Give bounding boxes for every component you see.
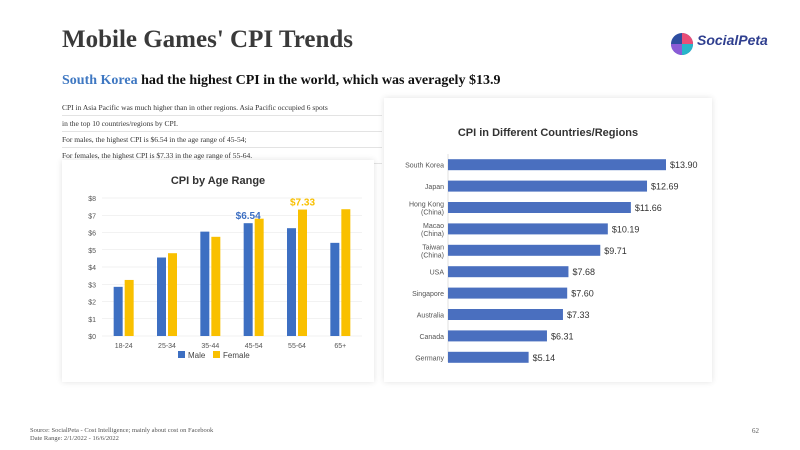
value-label: $7.68: [572, 267, 595, 277]
bar-female: [168, 253, 177, 336]
x-tick-label: 55-64: [288, 343, 306, 350]
country-bar: [448, 266, 569, 278]
note-line: For males, the highest CPI is $6.54 in t…: [62, 132, 382, 148]
legend-label-female: Female: [223, 351, 250, 360]
value-label: $5.14: [533, 353, 556, 363]
country-bar: [448, 287, 568, 299]
y-tick-label: $2: [88, 300, 96, 307]
category-label-sub: (China): [421, 210, 444, 217]
country-cpi-chart: CPI in Different Countries/Regions $13.90…: [405, 127, 698, 363]
value-label: $9.71: [604, 246, 627, 256]
y-tick-label: $1: [88, 317, 96, 324]
legend-swatch-female: [213, 351, 220, 358]
country-bar: [448, 351, 529, 363]
headline-text: had the highest CPI in the world, which …: [137, 73, 501, 88]
value-label: $10.19: [612, 224, 640, 234]
category-label: Japan: [425, 184, 444, 191]
category-label: Canada: [419, 334, 444, 341]
bar-female: [298, 209, 307, 336]
x-tick-label: 18-24: [115, 343, 133, 350]
y-tick-label: $6: [88, 231, 96, 238]
country-bar: [448, 309, 563, 320]
country-bar: [448, 159, 666, 171]
category-label: Hong Kong: [409, 202, 444, 209]
bar-male: [157, 257, 166, 336]
chart-title: CPI in Different Countries/Regions: [458, 127, 638, 139]
bar-male: [113, 286, 123, 336]
y-tick-label: $4: [88, 265, 96, 272]
socialpeta-logo: [671, 33, 693, 55]
bar-female: [211, 236, 221, 336]
x-tick-label: 65+: [334, 343, 346, 350]
footer-date-range: Date Range: 2/1/2022 - 16/6/2022: [30, 435, 119, 442]
note-line: in the top 10 countries/regions by CPI.: [62, 116, 382, 132]
value-label: $11.66: [635, 203, 662, 213]
category-label: South Korea: [405, 163, 444, 170]
footer-source: Source: SocialPeta - Cost Intelligence; …: [30, 427, 214, 434]
category-label-sub: (China): [421, 252, 444, 259]
country-bar: [448, 330, 547, 342]
bar-female: [341, 209, 351, 336]
country-bar: [448, 180, 648, 192]
bar-male: [200, 231, 210, 336]
category-label: Macao: [423, 223, 444, 230]
category-label: USA: [430, 270, 445, 277]
country-bar: [448, 244, 601, 256]
category-label: Taiwan: [422, 244, 444, 251]
category-label: Singapore: [412, 291, 444, 298]
value-label: $13.90: [670, 160, 698, 170]
bar-female: [254, 218, 264, 336]
legend-swatch-male: [178, 351, 185, 358]
category-label-sub: (China): [421, 231, 444, 238]
age-range-chart: CPI by Age Range $0 $1 $2 $3 $4 $5 $6 $7 $8 18-24 2…: [88, 175, 362, 360]
category-label: Germany: [415, 355, 444, 362]
x-tick-label: 35-44: [201, 343, 219, 350]
x-tick-label: 45-54: [245, 343, 263, 350]
data-label: $6.54: [236, 211, 261, 222]
country-bar: [448, 202, 631, 213]
value-label: $6.31: [551, 331, 574, 341]
category-label: Australia: [417, 313, 444, 320]
logo-text: SocialPeta: [697, 32, 768, 48]
y-tick-label: $0: [88, 334, 96, 341]
y-tick-label: $5: [88, 248, 96, 255]
y-tick-label: $8: [88, 196, 96, 203]
chart-title: CPI by Age Range: [171, 175, 265, 187]
data-label: $7.33: [290, 198, 315, 209]
country-chart-panel: CPI in Different Countries/Regions $13.90…: [384, 98, 712, 382]
value-label: $7.33: [567, 310, 590, 320]
bar-female: [124, 279, 134, 336]
page-title: Mobile Games' CPI Trends: [62, 26, 353, 53]
note-line: CPI in Asia Pacific was much higher than…: [62, 100, 382, 116]
x-tick-label: 25-34: [158, 343, 176, 350]
age-chart-panel: CPI by Age Range $0 $1 $2 $3 $4 $5 $6 $7 $8 18-24 2…: [62, 160, 374, 382]
y-tick-label: $7: [88, 213, 96, 220]
y-tick-label: $3: [88, 282, 96, 289]
value-label: $12.69: [651, 182, 679, 192]
legend-label-male: Male: [188, 351, 206, 360]
headline-highlight: South Korea: [62, 73, 138, 88]
bar-male: [243, 223, 253, 336]
bar-male: [287, 228, 296, 336]
page-number: 62: [752, 427, 759, 435]
value-label: $7.60: [571, 289, 594, 299]
bar-male: [330, 242, 340, 336]
country-bar: [448, 223, 608, 235]
notes: CPI in Asia Pacific was much higher than…: [62, 100, 382, 164]
footer: Source: SocialPeta - Cost Intelligence; …: [30, 427, 213, 443]
headline: South Korea had the highest CPI in the w…: [62, 73, 500, 89]
